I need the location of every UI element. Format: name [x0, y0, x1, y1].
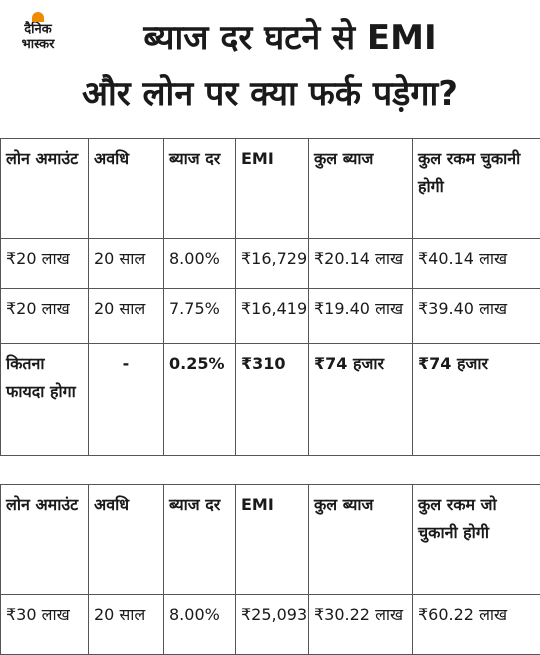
table-cell: -	[89, 344, 164, 456]
table-cell: ₹30.22 लाख	[309, 595, 413, 655]
column-header: ब्याज दर	[164, 139, 236, 239]
table-cell: ₹16,729	[236, 239, 309, 289]
title-line: और लोन पर क्या फर्क पड़ेगा?	[0, 66, 540, 122]
column-header: EMI	[236, 485, 309, 595]
column-header: अवधि	[89, 139, 164, 239]
column-header: लोन अमाउंट	[1, 139, 89, 239]
table-cell: ₹25,093	[236, 595, 309, 655]
title-line: ब्याज दर घटने से EMI	[0, 10, 540, 66]
table-cell: ₹16,419	[236, 289, 309, 344]
table-cell: 8.00%	[164, 239, 236, 289]
table-cell: 8.00%	[164, 595, 236, 655]
table-cell: ₹20 लाख	[1, 289, 89, 344]
table-cell: ₹20 लाख	[1, 239, 89, 289]
table-cell: ₹39.40 लाख	[413, 289, 540, 344]
table-cell: 0.25%	[164, 344, 236, 456]
table-cell: ₹310	[236, 344, 309, 456]
column-header: लोन अमाउंट	[1, 485, 89, 595]
table-cell: ₹60.22 लाख	[413, 595, 540, 655]
table-cell: ₹20.14 लाख	[309, 239, 413, 289]
table-cell: 20 साल	[89, 289, 164, 344]
column-header: EMI	[236, 139, 309, 239]
table-cell: ₹40.14 लाख	[413, 239, 540, 289]
table-cell: ₹30 लाख	[1, 595, 89, 655]
column-header: कुल रकम चुकानी होगी	[413, 139, 540, 239]
column-header: अवधि	[89, 485, 164, 595]
title: ब्याज दर घटने से EMI और लोन पर क्या फर्क…	[0, 10, 540, 122]
table-cell: कितना फायदा होगा	[1, 344, 89, 456]
table-cell: 20 साल	[89, 595, 164, 655]
column-header: ब्याज दर	[164, 485, 236, 595]
page: दैनिक भास्कर ब्याज दर घटने से EMI और लोन…	[0, 0, 540, 630]
column-header: कुल ब्याज	[309, 485, 413, 595]
table-cell: ₹74 हजार	[309, 344, 413, 456]
table-cell: ₹19.40 लाख	[309, 289, 413, 344]
table-row: कितना फायदा होगा-0.25%₹310₹74 हजार₹74 हज…	[1, 344, 540, 456]
table-cell: ₹74 हजार	[413, 344, 540, 456]
column-header: कुल ब्याज	[309, 139, 413, 239]
table-cell: 7.75%	[164, 289, 236, 344]
column-header: कुल रकम जो चुकानी होगी	[413, 485, 540, 595]
table-cell: 20 साल	[89, 239, 164, 289]
